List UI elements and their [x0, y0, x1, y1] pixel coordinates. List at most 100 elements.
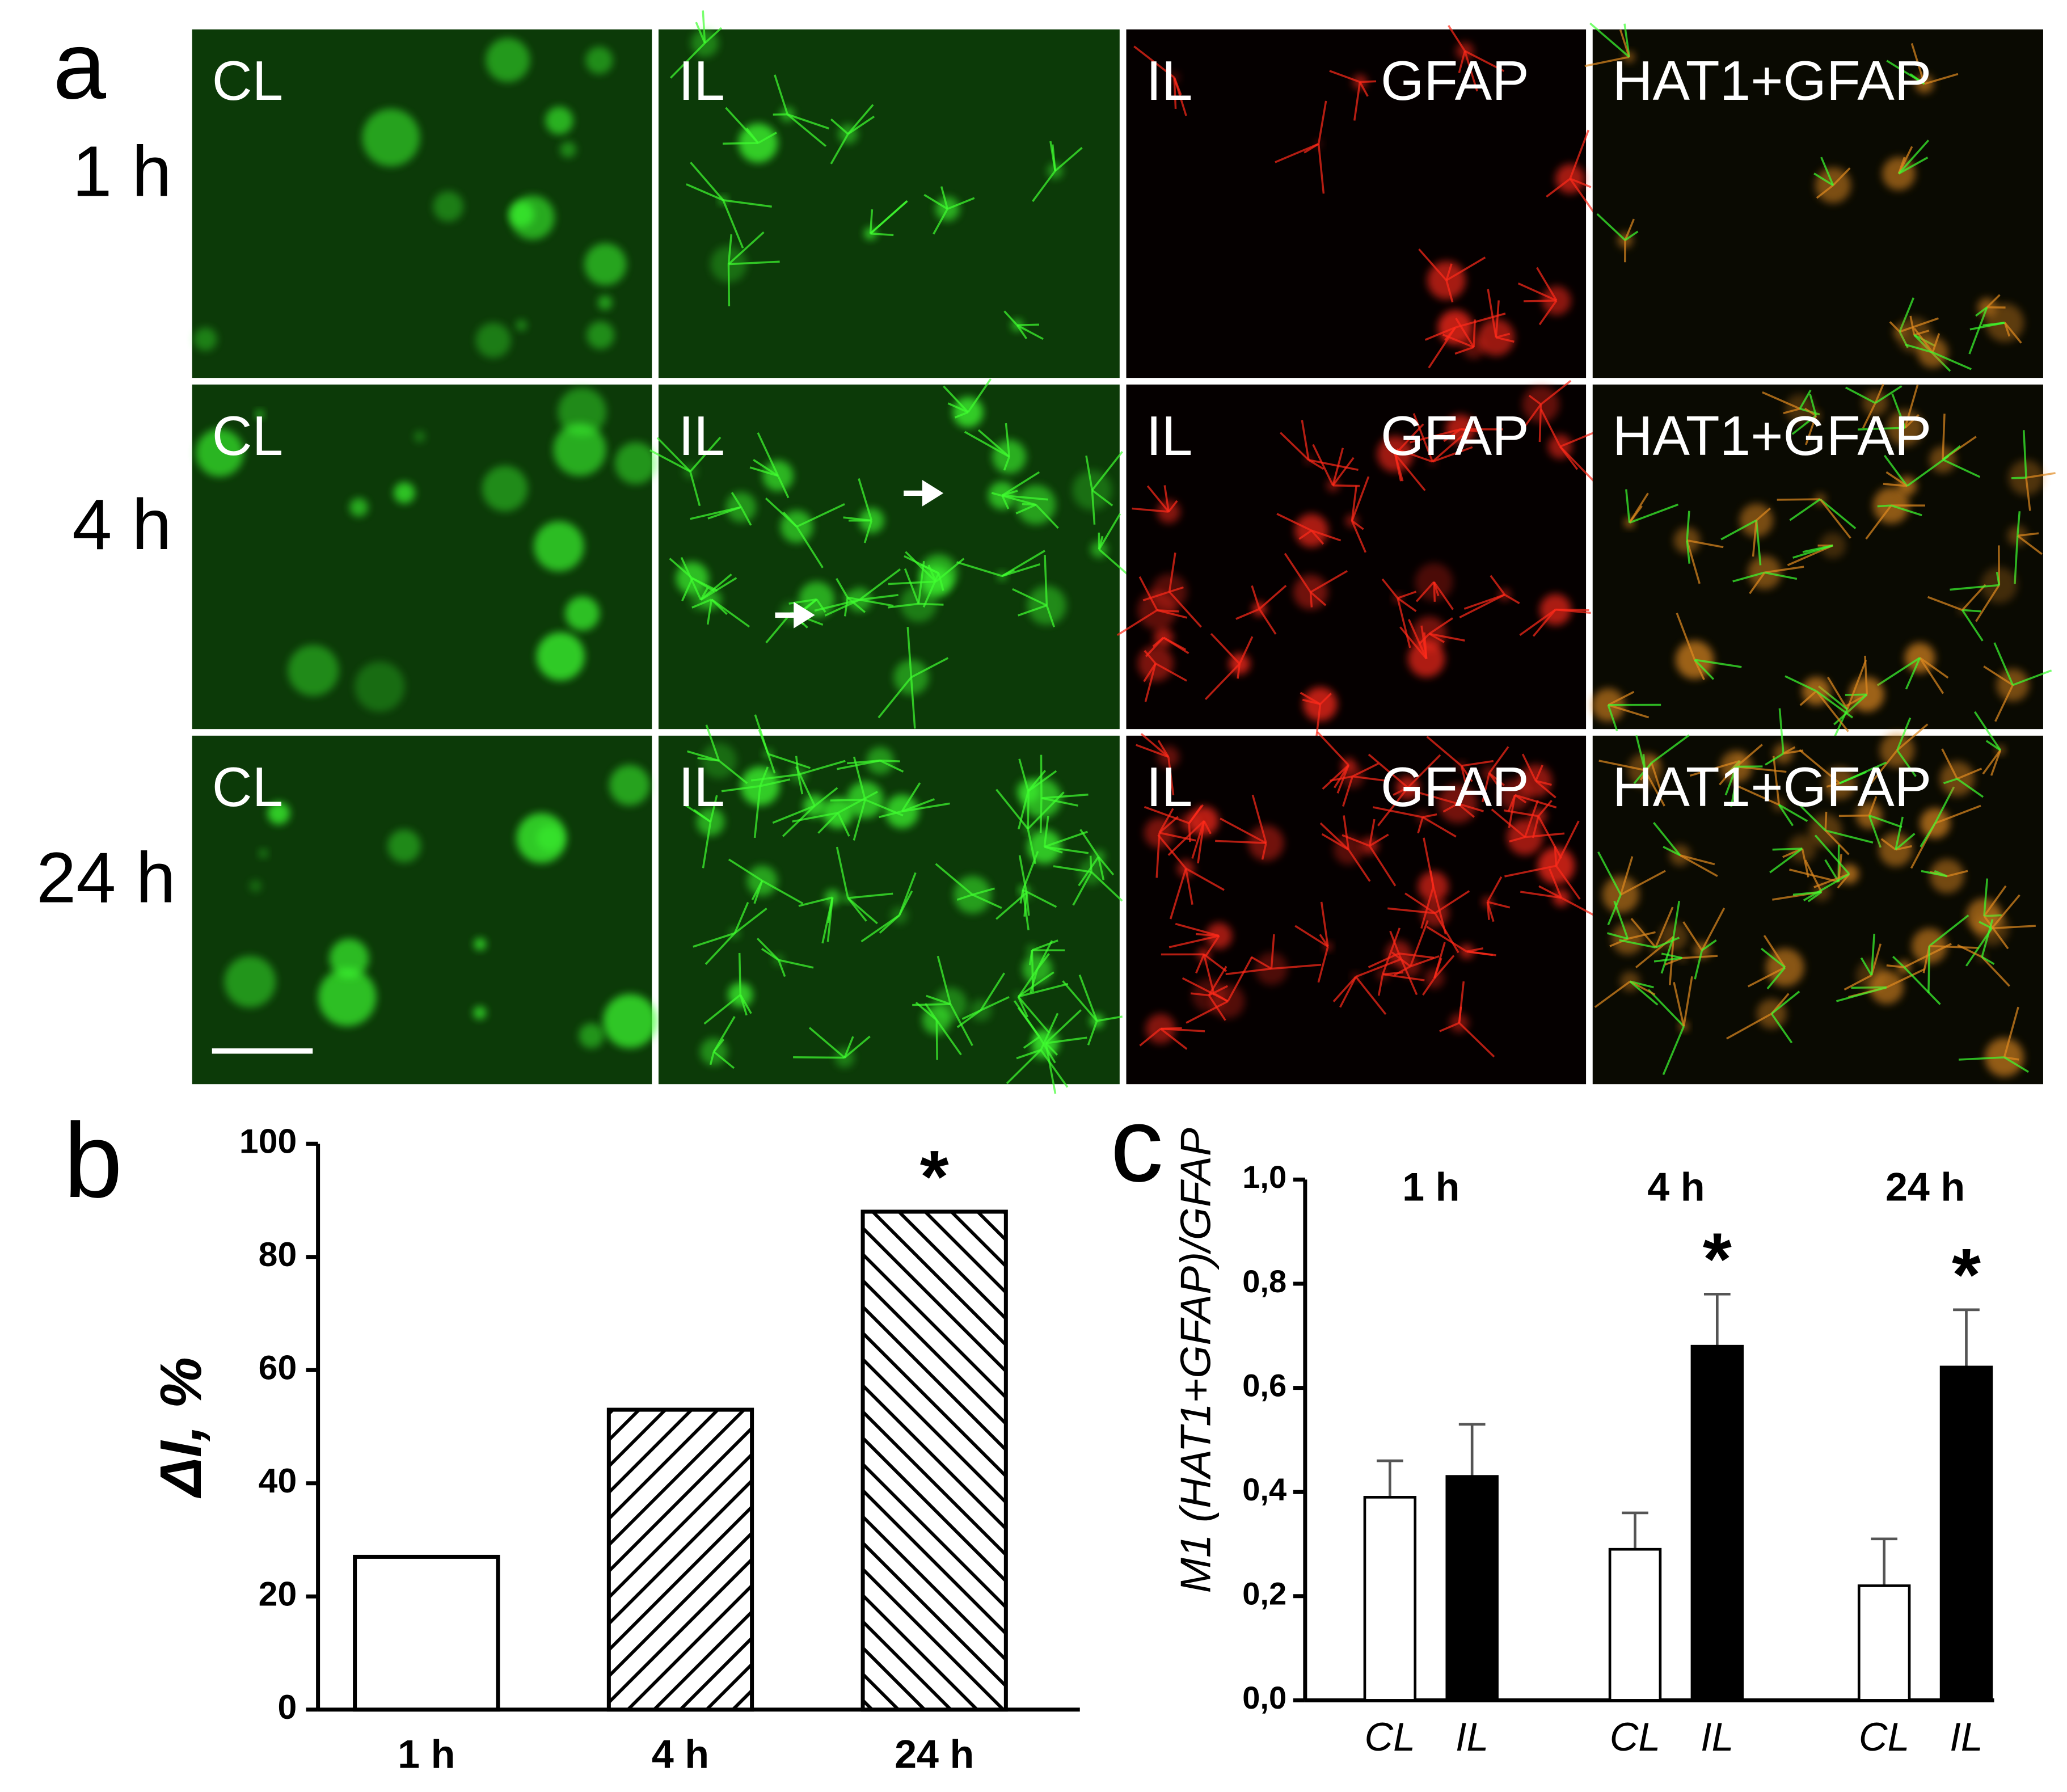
- cell-blob: [584, 243, 627, 286]
- process: [1532, 609, 1556, 637]
- process: [1764, 571, 1798, 580]
- cell-label: IL: [1146, 756, 1193, 818]
- process: [669, 42, 706, 79]
- process: [1981, 956, 2010, 987]
- process: [1655, 906, 1674, 948]
- process: [1680, 854, 1715, 866]
- process: [689, 436, 722, 473]
- process: [1996, 572, 2001, 585]
- process: [1309, 592, 1313, 608]
- process: [1929, 945, 1979, 949]
- process: [991, 492, 1036, 506]
- process: [1415, 791, 1458, 805]
- x-tick-label: CL: [1365, 1715, 1416, 1759]
- process: [947, 402, 969, 414]
- process: [1157, 609, 1188, 619]
- process: [1028, 950, 1034, 965]
- cell-blob: [553, 423, 606, 477]
- process: [1013, 1000, 1040, 1038]
- process: [847, 897, 878, 925]
- significance-mark: *: [1952, 1233, 1981, 1316]
- process: [1488, 746, 1509, 774]
- process: [1537, 800, 1553, 817]
- process: [879, 760, 904, 773]
- process: [2003, 322, 2022, 344]
- process: [1962, 609, 1981, 613]
- process: [1589, 22, 1630, 58]
- process: [1210, 633, 1241, 665]
- process: [1903, 966, 1941, 1005]
- process: [1836, 986, 1887, 1002]
- cell-blob: [558, 387, 607, 437]
- process: [1858, 427, 1905, 431]
- process: [1521, 753, 1537, 782]
- process: [1504, 809, 1539, 817]
- process: [1883, 483, 1908, 487]
- process: [1317, 946, 1329, 983]
- x-tick-label: IL: [1950, 1715, 1982, 1759]
- process: [728, 260, 780, 265]
- process: [847, 115, 875, 135]
- process: [1001, 471, 1040, 496]
- process: [1404, 892, 1436, 914]
- process: [1886, 968, 1926, 989]
- process: [1619, 29, 1630, 57]
- process: [750, 773, 799, 782]
- process: [693, 932, 735, 948]
- process: [1138, 576, 1158, 611]
- process: [1466, 950, 1496, 956]
- process: [1351, 520, 1364, 530]
- process: [1251, 585, 1260, 610]
- process: [1663, 846, 1681, 857]
- process: [1515, 794, 1557, 809]
- process: [761, 880, 804, 905]
- micrograph-bg: [192, 735, 652, 1085]
- process: [1813, 172, 1834, 187]
- process: [859, 594, 898, 601]
- process: [738, 952, 742, 995]
- process: [711, 598, 750, 628]
- process: [1958, 1056, 2005, 1061]
- micrograph: [1591, 383, 2056, 737]
- cell-blob: [196, 428, 244, 477]
- process: [1762, 391, 1800, 410]
- x-tick-label: CL: [1859, 1715, 1910, 1759]
- process: [1173, 77, 1177, 109]
- process: [1098, 549, 1128, 575]
- process: [1910, 43, 1926, 85]
- process: [814, 787, 838, 807]
- process: [1801, 848, 1809, 878]
- process: [961, 1009, 981, 1020]
- process: [1460, 428, 1483, 433]
- cell-blob: [329, 938, 369, 979]
- bar: [1445, 1475, 1499, 1702]
- process: [1824, 829, 1850, 855]
- process: [1280, 432, 1310, 461]
- x-tick-label: 1 h: [398, 1732, 455, 1776]
- process: [1607, 932, 1629, 940]
- process: [1546, 178, 1571, 198]
- process: [1310, 530, 1324, 545]
- process: [923, 193, 948, 210]
- process: [1434, 912, 1459, 954]
- process: [1352, 762, 1379, 778]
- process: [1905, 343, 1933, 353]
- process: [964, 431, 1010, 458]
- cell-blob: [585, 47, 613, 74]
- process: [1412, 413, 1434, 462]
- process: [686, 183, 724, 201]
- micrograph: [649, 378, 1128, 730]
- process: [1778, 708, 1785, 754]
- micrograph: [658, 10, 1120, 378]
- process: [1877, 504, 1892, 508]
- process: [728, 231, 765, 265]
- y-tick-label: 0,8: [1242, 1263, 1286, 1299]
- process: [843, 597, 849, 617]
- process: [1983, 878, 1989, 916]
- process: [1140, 733, 1170, 758]
- process: [1308, 459, 1324, 470]
- process: [1724, 766, 1737, 796]
- process: [869, 209, 874, 234]
- process: [1839, 771, 1867, 785]
- process: [705, 724, 720, 761]
